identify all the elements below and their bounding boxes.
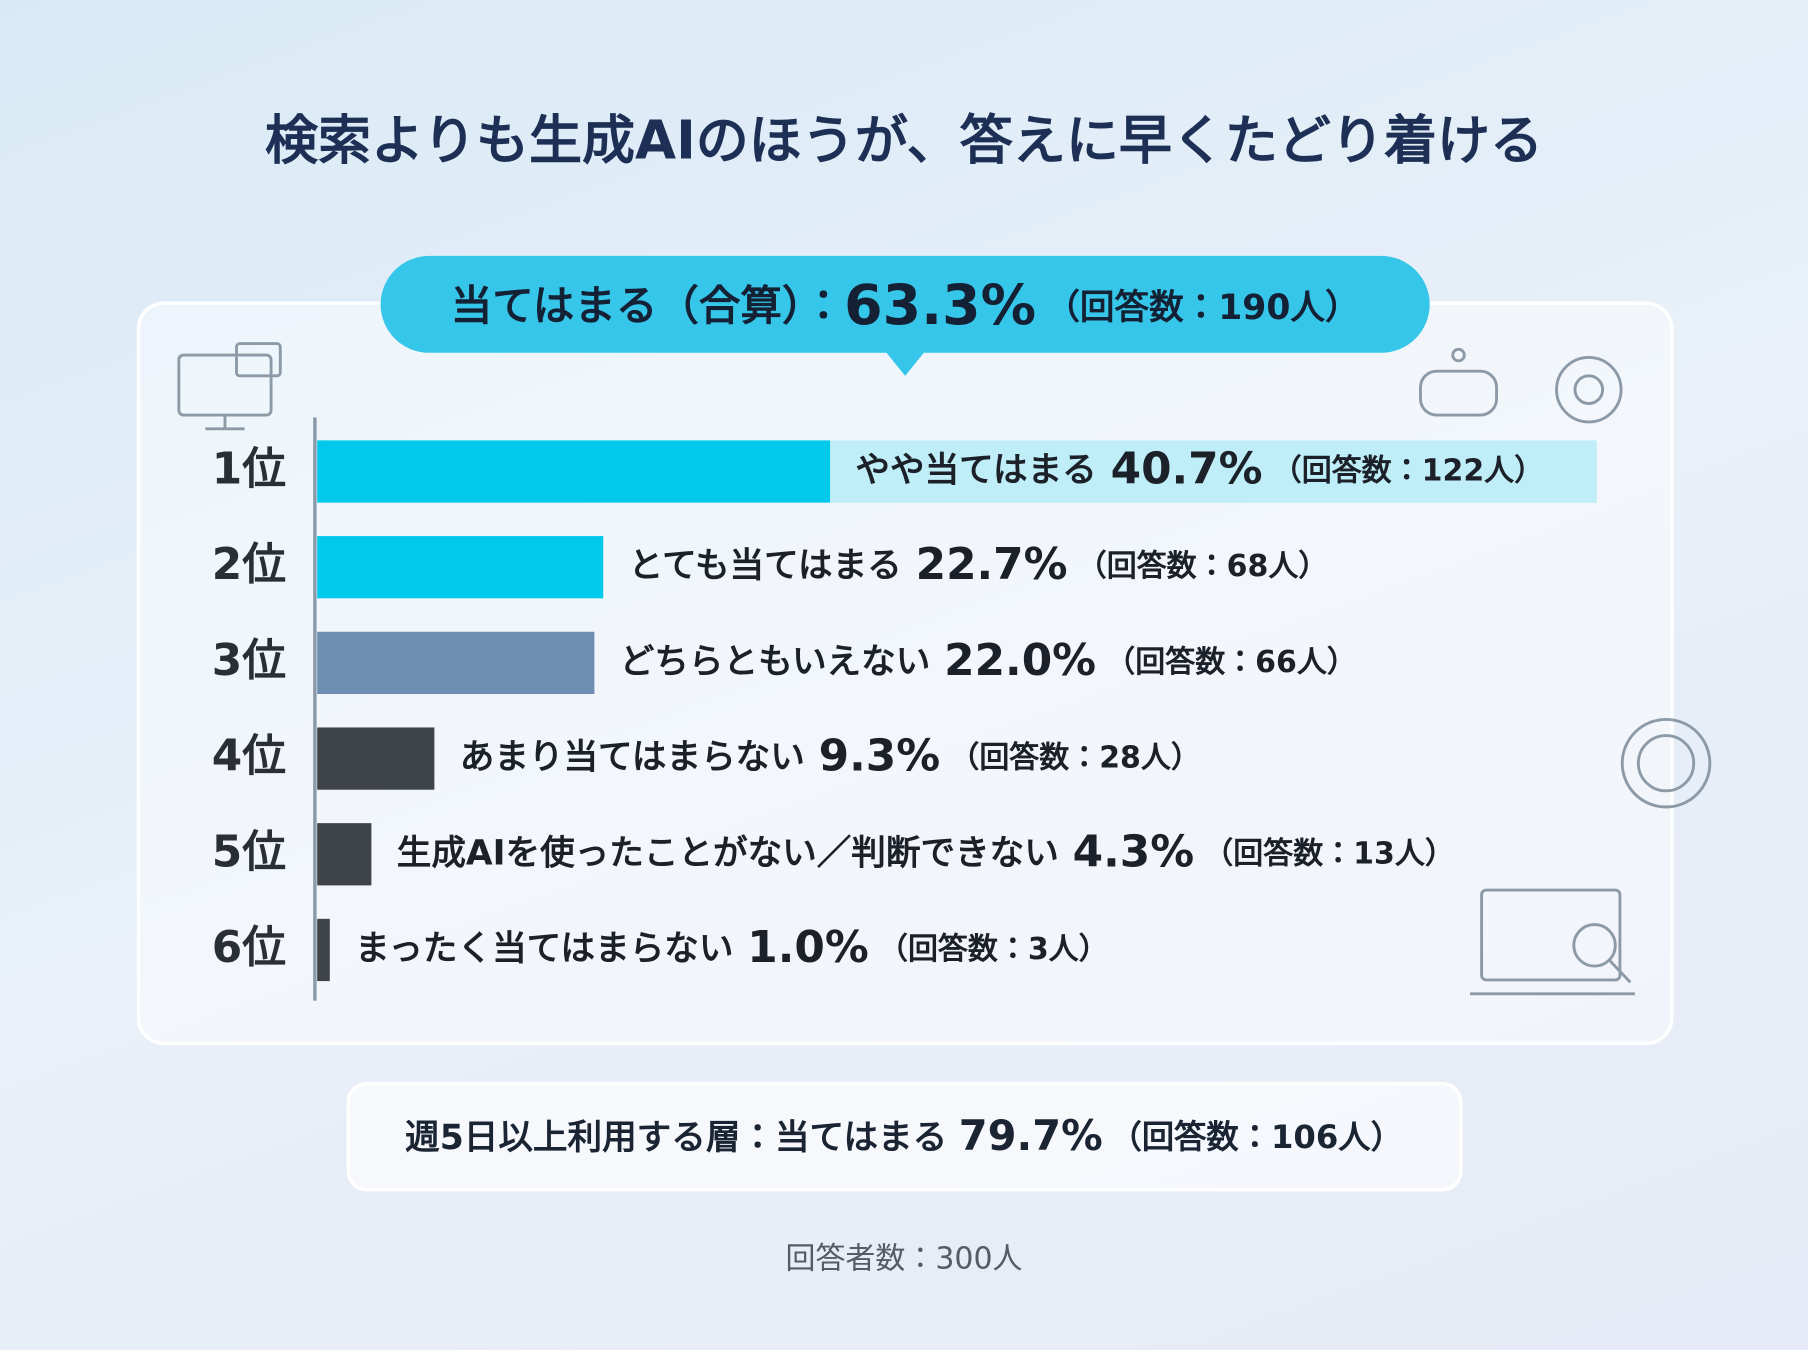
bar-label: やや当てはまる 40.7% （回答数：122人）	[855, 444, 1544, 495]
bar-label: とても当てはまる 22.7% （回答数：68人）	[629, 539, 1329, 590]
count-label: （回答数：13人）	[1203, 836, 1455, 871]
category-label: やや当てはまる	[855, 450, 1096, 490]
count-label: （回答数：122人）	[1272, 453, 1544, 488]
decor-icons	[177, 342, 1712, 996]
count-label: （回答数：3人）	[878, 931, 1109, 966]
callout-text: 週5日以上利用する層：当てはまる 79.7% （回答数：106人）	[405, 1111, 1403, 1160]
bar	[317, 440, 831, 503]
callout-box	[346, 1081, 1463, 1192]
summary-pill	[380, 255, 1430, 353]
summary-value: 63.3%	[844, 274, 1036, 338]
callout-count: （回答数：106人）	[1110, 1118, 1403, 1156]
rank-label: 4位	[212, 731, 286, 782]
bar-label: あまり当てはまらない 9.3% （回答数：28人）	[460, 731, 1201, 782]
category-label: とても当てはまる	[629, 546, 902, 586]
label-highlight	[830, 440, 1597, 503]
count-label: （回答数：66人）	[1105, 644, 1357, 679]
summary-count: （回答数：190人）	[1045, 287, 1359, 327]
category-label: 生成AIを使ったことがない／判断できない	[397, 833, 1059, 873]
rank-label: 3位	[212, 635, 286, 686]
value-label: 22.0%	[944, 635, 1096, 686]
chart-title: 検索よりも生成AIのほうが、答えに早くたどり着ける	[265, 110, 1543, 172]
summary-label: 当てはまる（合算）：	[451, 281, 844, 330]
bar	[317, 727, 435, 790]
rank-label: 5位	[212, 826, 286, 877]
bar	[317, 536, 604, 599]
bar	[317, 631, 595, 695]
bars: 1位 やや当てはまる 40.7% （回答数：122人） 2位 とても当てはまる 22.7% （…	[212, 440, 1597, 982]
count-label: （回答数：28人）	[949, 740, 1201, 775]
category-label: どちらともいえない	[620, 641, 931, 681]
bar	[317, 918, 330, 982]
summary-text: 当てはまる（合算）：63.3% （回答数：190人）	[451, 274, 1360, 338]
bar-label: まったく当てはまらない 1.0% （回答数：3人）	[355, 922, 1108, 973]
rank-label: 2位	[212, 539, 286, 590]
category-label: まったく当てはまらない	[355, 928, 733, 968]
value-label: 40.7%	[1111, 444, 1263, 495]
bar	[317, 823, 372, 886]
category-label: あまり当てはまらない	[460, 737, 805, 777]
value-label: 22.7%	[916, 539, 1068, 590]
count-label: （回答数：68人）	[1077, 549, 1329, 584]
bar-label: 生成AIを使ったことがない／判断できない 4.3% （回答数：13人）	[397, 826, 1455, 877]
value-label: 9.3%	[819, 731, 940, 782]
rank-label: 6位	[212, 922, 286, 973]
rank-label: 1位	[212, 444, 286, 495]
callout-label: 週5日以上利用する層：当てはまる	[405, 1118, 947, 1158]
value-label: 4.3%	[1073, 826, 1194, 877]
summary-pointer	[885, 351, 925, 376]
value-label: 1.0%	[747, 922, 868, 973]
callout-value: 79.7%	[959, 1111, 1103, 1160]
footnote: 回答者数：300人	[785, 1242, 1022, 1277]
bar-label: どちらともいえない 22.0% （回答数：66人）	[620, 635, 1357, 686]
